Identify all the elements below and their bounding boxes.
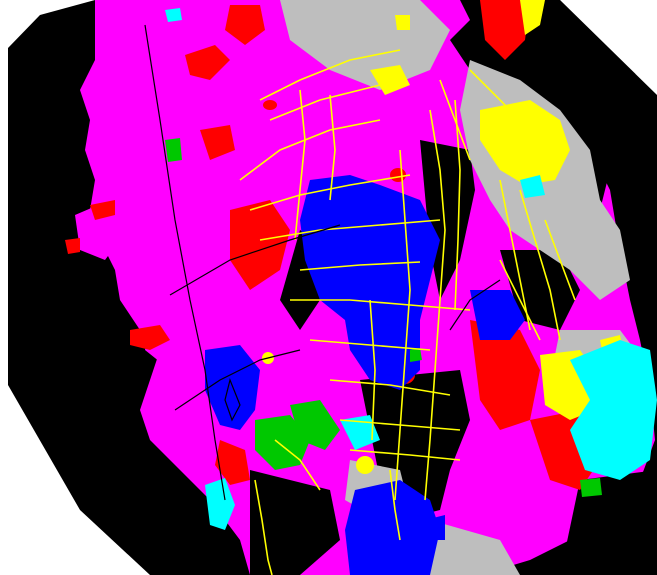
fault-5 (449, 279, 501, 331)
black-inlier-right-edge (610, 90, 657, 330)
dike-4 (249, 174, 411, 211)
fault-4 (224, 378, 241, 422)
blue-bottom (345, 480, 440, 575)
black-inlier-lower-left (250, 470, 340, 575)
cyan-lower-left (205, 478, 235, 530)
unit-cyan-areas (165, 8, 657, 530)
dike-26 (389, 469, 401, 541)
red-lower-left (130, 325, 170, 350)
yellow-top-small (395, 15, 410, 30)
cyan-center-lower (340, 415, 380, 450)
red-upper-left (185, 45, 230, 80)
blue-lower-right-small (425, 515, 445, 540)
dike-11 (349, 449, 461, 461)
green-lower-right (580, 478, 602, 497)
dike-14 (394, 149, 411, 501)
dike-9 (329, 379, 451, 396)
fault-2 (169, 224, 341, 296)
red-bottom-left (215, 440, 250, 485)
blue-right-mid (470, 290, 525, 340)
yellow-spot-lower (356, 456, 374, 474)
dike-19 (519, 189, 561, 341)
green-upper-left (165, 138, 182, 162)
cyan-top-left (165, 8, 182, 22)
dike-23 (439, 79, 471, 161)
dike-21 (499, 259, 541, 341)
red-spot-3 (390, 168, 406, 182)
cyan-right-lower (570, 340, 657, 480)
dike-8 (309, 339, 431, 351)
red-upper-center (200, 125, 235, 160)
yellow-top-center (370, 65, 410, 95)
fault-1 (144, 24, 226, 501)
green-center-small (410, 348, 422, 362)
red-right-mid (470, 320, 540, 430)
dike-6 (299, 261, 421, 271)
dike-lines (239, 49, 576, 575)
dike-13 (454, 99, 461, 311)
dike-2 (269, 84, 381, 121)
dike-1 (259, 49, 401, 101)
red-far-left (65, 238, 80, 254)
dike-24 (274, 439, 321, 491)
fault-3 (174, 349, 301, 411)
red-top-center (225, 5, 265, 45)
fault-lines (19, 24, 501, 501)
dike-20 (544, 219, 576, 301)
fault-6 (19, 389, 81, 406)
dike-16 (294, 89, 306, 241)
yellow-top-right (520, 0, 545, 35)
dike-17 (329, 94, 336, 201)
dike-5 (259, 219, 441, 241)
dike-25 (254, 479, 273, 575)
cyan-upper-right (520, 175, 545, 198)
red-left-center (230, 200, 290, 290)
dike-12 (424, 109, 446, 501)
dike-15 (369, 299, 376, 441)
yellow-upper-right (480, 100, 570, 185)
red-left-strip (90, 200, 115, 220)
red-spot-6 (263, 100, 277, 110)
green-lower-center (290, 400, 340, 450)
dike-22 (469, 69, 511, 111)
red-top-right (480, 0, 530, 60)
dike-18 (499, 179, 531, 331)
